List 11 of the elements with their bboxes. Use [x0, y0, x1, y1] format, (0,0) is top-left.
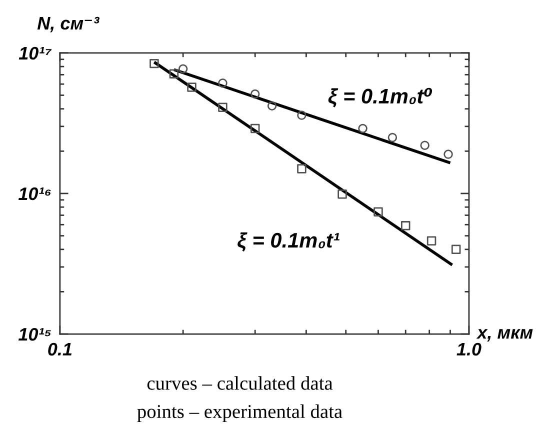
y-tick-label: 10¹⁷: [18, 46, 52, 60]
y-axis-title: N, см⁻³: [37, 16, 100, 32]
x-tick-label: 0.1: [48, 342, 72, 356]
x-tick-label: 1.0: [456, 342, 482, 356]
x-axis-title: x, мкм: [476, 329, 533, 342]
annotation: ξ = 0.1m₀t⁰: [328, 88, 432, 108]
annotation: ξ = 0.1m₀t¹: [238, 232, 340, 252]
text: curves – calculated data: [147, 376, 333, 390]
text: points – experimental data: [137, 404, 342, 422]
y-tick-label: 10¹⁵: [18, 328, 51, 341]
y-tick-label: 10¹⁶: [18, 187, 51, 200]
